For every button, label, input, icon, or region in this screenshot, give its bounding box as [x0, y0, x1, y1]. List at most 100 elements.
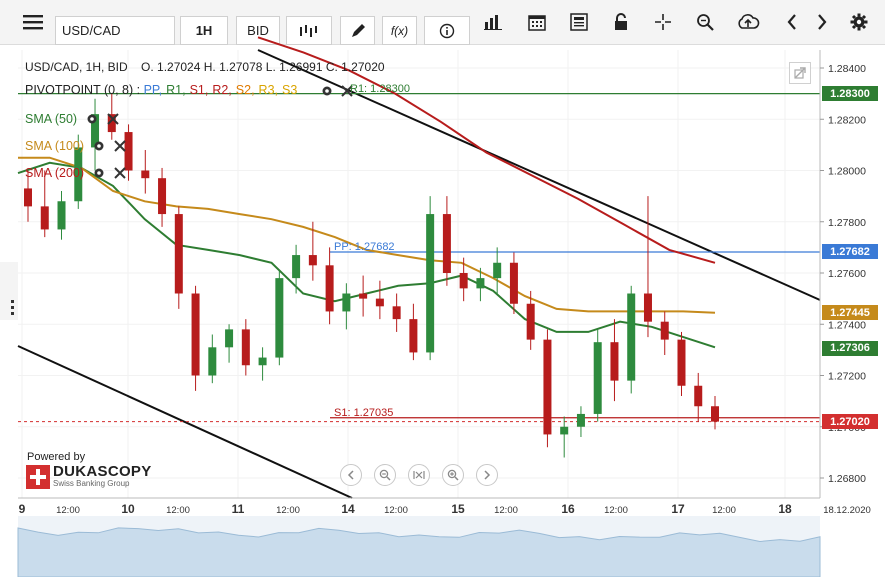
price-type-select[interactable]: BID — [236, 16, 280, 45]
timeframe-select[interactable]: 1H — [180, 16, 228, 45]
x-tick-label-12: 17 — [671, 502, 685, 516]
candle-body-16 — [292, 255, 301, 279]
pivot-item-2: S1, — [189, 83, 209, 97]
candle-body-20 — [359, 293, 368, 299]
pivot-item-6: S3 — [282, 83, 298, 97]
sma-legend-row-2: SMA (200) — [25, 166, 126, 180]
y-tick-label-2: 1.28000 — [828, 166, 866, 178]
news-icon[interactable] — [562, 8, 596, 35]
brand-tagline: Swiss Banking Group — [53, 479, 130, 488]
symbol-select[interactable]: USD/CAD — [55, 16, 175, 45]
pivot-item-5: R3, — [258, 83, 278, 97]
y-axis: 1.28400 1.28200 1.28000 1.27800 1.27600 1.274… — [819, 50, 866, 498]
pivot-item-1: R1, — [166, 83, 186, 97]
x-tick-label-1: 12:00 — [56, 505, 80, 516]
candle-body-10 — [191, 293, 200, 376]
candle-body-27 — [476, 278, 485, 289]
x-tick-label-2: 10 — [121, 502, 135, 516]
candle-body-36 — [627, 293, 636, 381]
pivot-item-3: R2, — [212, 83, 232, 97]
candle-type-icon[interactable] — [286, 16, 332, 45]
ohlc-info: USD/CAD, 1H, BID O. 1.27024 H. 1.27078 L… — [25, 60, 385, 74]
sma-settings-icon-2[interactable] — [92, 166, 106, 180]
grid — [18, 50, 820, 498]
candle-body-14 — [258, 357, 267, 366]
zoom-icon[interactable] — [688, 8, 722, 35]
candle-body-11 — [208, 347, 217, 376]
left-handle-dots[interactable] — [11, 300, 15, 320]
price-label-1: 1.27682 — [822, 244, 878, 260]
candle-body-31 — [543, 339, 552, 435]
pivot-remove-icon[interactable] — [340, 84, 354, 98]
toolbar: USD/CAD 1H BID f(x) — [0, 0, 885, 45]
crosshair-icon[interactable] — [646, 8, 680, 35]
candle-body-6 — [124, 132, 133, 171]
trend-lines — [17, 49, 821, 499]
candle-body-7 — [141, 170, 150, 179]
sma-settings-icon-0[interactable] — [85, 112, 99, 126]
pivot-items: PP, R1, S1, R2, S2, R3, S3 — [144, 83, 302, 97]
pivot-label: PIVOTPOINT (0, 8) — [25, 83, 134, 97]
symbol-label: USD/CAD — [62, 23, 121, 38]
draw-pen-icon[interactable] — [340, 16, 375, 45]
info-icon[interactable] — [424, 16, 470, 45]
fx-label: f(x) — [390, 23, 409, 38]
upper-trend-line[interactable] — [257, 49, 821, 301]
x-tick-label-3: 12:00 — [166, 505, 190, 516]
lower-trend-line[interactable] — [17, 345, 353, 499]
pp-label: PP: 1.27682 — [334, 241, 395, 253]
zoom-in-button[interactable] — [442, 464, 464, 486]
zoom-out-button[interactable] — [374, 464, 396, 486]
sma-settings-icon-1[interactable] — [92, 139, 106, 153]
candle-body-15 — [275, 278, 284, 358]
x-tick-label-0: 9 — [19, 502, 26, 516]
y-tick-label-4: 1.27600 — [828, 268, 866, 280]
y-tick-label-3: 1.27800 — [828, 217, 866, 229]
candle-body-3 — [74, 147, 83, 202]
candle-body-5 — [107, 114, 116, 133]
x-tick-label-14: 18 — [778, 502, 792, 516]
sma-remove-icon-1[interactable] — [114, 140, 126, 152]
x-tick-label-13: 12:00 — [712, 505, 736, 516]
settings-gear-icon[interactable] — [846, 8, 872, 35]
pivot-legend: PIVOTPOINT (0, 8) : PP, R1, S1, R2, S2, R3, S3 — [25, 83, 301, 97]
indicators-fx-button[interactable]: f(x) — [382, 16, 417, 45]
plot-background — [18, 50, 820, 498]
prev-arrow-icon[interactable] — [780, 8, 804, 35]
left-resize-handle[interactable] — [0, 262, 18, 320]
sma-remove-icon-2[interactable] — [114, 167, 126, 179]
next-arrow-icon[interactable] — [810, 8, 834, 35]
candle-body-12 — [225, 329, 234, 348]
calendar-icon[interactable] — [520, 8, 554, 35]
sma-legend-row-1: SMA (100) — [25, 139, 126, 153]
sma-remove-icon-0[interactable] — [107, 113, 119, 125]
scroll-right-button[interactable] — [476, 464, 498, 486]
candle-body-29 — [509, 262, 518, 304]
candle-body-22 — [392, 306, 401, 320]
pivot-settings-icon[interactable] — [320, 84, 334, 98]
candle-body-32 — [560, 426, 569, 435]
candle-body-1 — [40, 206, 49, 230]
candle-body-30 — [526, 303, 535, 340]
expand-icon[interactable] — [789, 62, 811, 84]
reset-view-button[interactable] — [408, 464, 430, 486]
price-label-2: 1.27445 — [822, 305, 878, 321]
price-label-4: 1.27020 — [822, 414, 878, 430]
lock-icon[interactable] — [604, 8, 638, 35]
cloud-upload-icon[interactable] — [728, 8, 768, 35]
scroll-left-button[interactable] — [340, 464, 362, 486]
pivot-item-4: S2, — [235, 83, 255, 97]
bar-chart-icon[interactable] — [476, 8, 510, 35]
candle-body-2 — [57, 201, 66, 230]
pivot-levels — [18, 93, 820, 423]
x-tick-label-4: 11 — [232, 502, 245, 516]
candle-body-0 — [24, 188, 32, 207]
r1-value: R1: 1.28300 — [350, 83, 410, 95]
menu-icon[interactable] — [18, 8, 48, 35]
candle-body-25 — [442, 214, 451, 273]
sma-legend-row-0: SMA (50) — [25, 112, 119, 126]
candle-body-24 — [426, 214, 435, 353]
x-tick-label-10: 16 — [561, 502, 575, 516]
y-tick-label-0: 1.28400 — [828, 63, 866, 75]
